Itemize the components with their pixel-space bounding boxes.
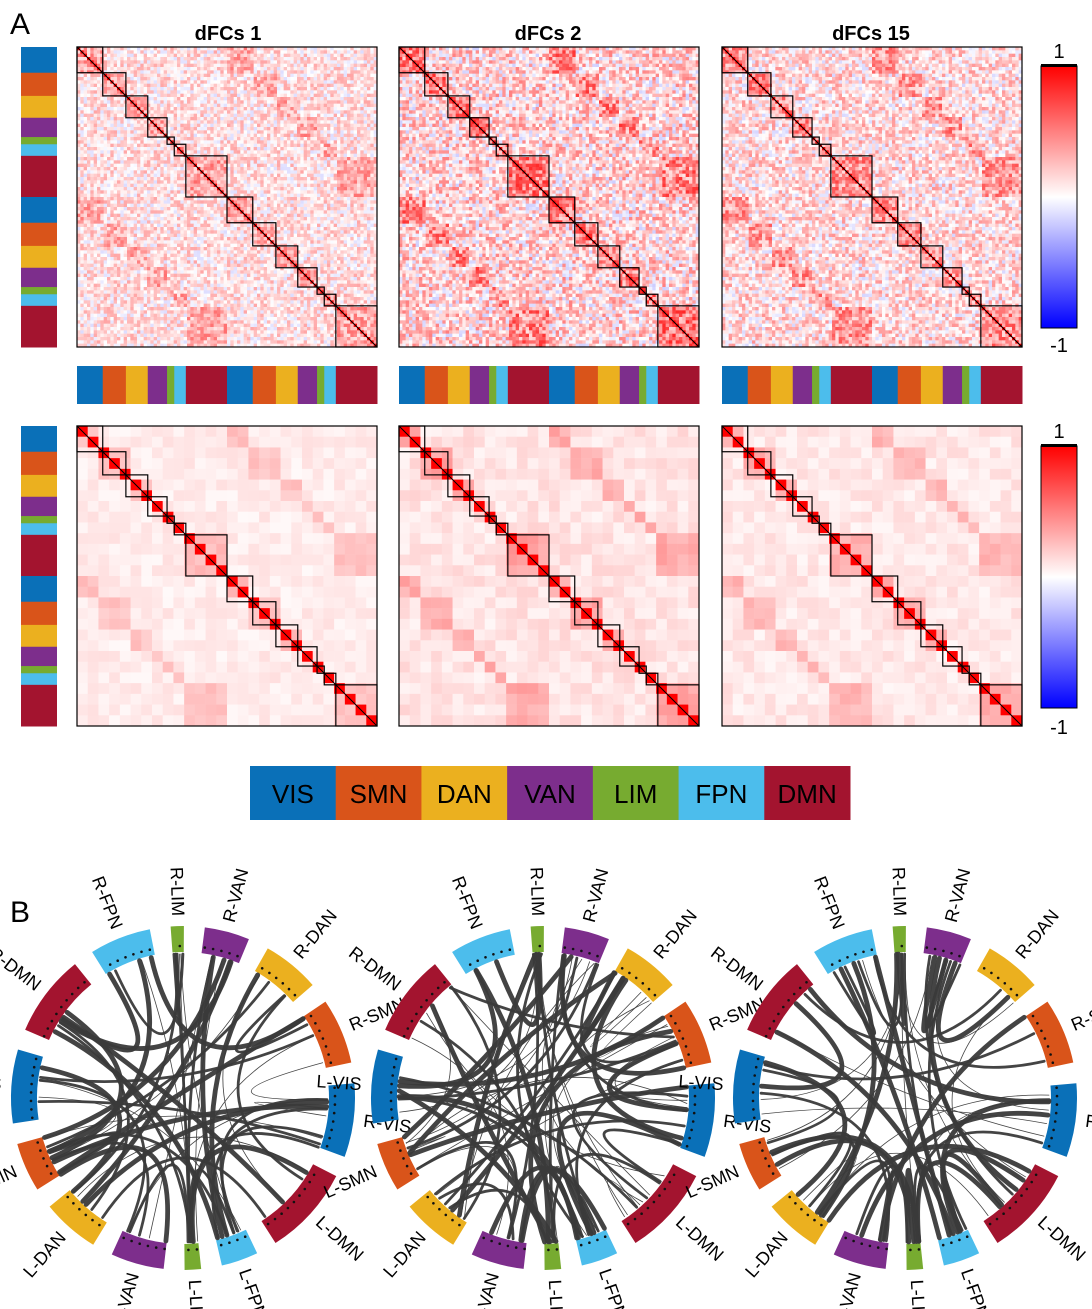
colorbar-top-max: 1 <box>1053 41 1064 63</box>
ring-label-l-dan: L-DAN <box>741 1228 792 1282</box>
ring-label-r-lim: R-LIM <box>527 867 549 917</box>
colorbar-top: 1 -1 <box>1041 41 1077 357</box>
ring-label-l-lim: L-LIM <box>907 1279 930 1309</box>
ring-label-l-van: L-VAN <box>832 1270 865 1309</box>
ring-label-l-smn: L-SMN <box>683 1161 742 1202</box>
chord-diagram-3: R-VIS R-SMN R-DAN R-VAN R-LIM R-FPN R-DMN L-VIS… <box>678 866 1092 1309</box>
ring-label-l-dan: L-DAN <box>379 1228 430 1282</box>
ring-label-r-van: R-VAN <box>219 866 252 924</box>
ring-label-r-dan: R-DAN <box>1011 906 1063 963</box>
ring-label-r-lim: R-LIM <box>889 867 911 917</box>
matrix-bottom-2 <box>399 426 699 726</box>
ring-label-l-vis: L-VIS <box>0 1071 2 1094</box>
legend-label-smn: SMN <box>350 779 408 809</box>
panel-label-a: A <box>10 8 30 41</box>
matrix-title-1: dFCs 1 <box>195 23 262 45</box>
ring-label-l-fpn: L-FPN <box>235 1266 271 1309</box>
panel-label-b: B <box>10 896 30 929</box>
ring-label-r-smn: R-SMN <box>1068 993 1092 1034</box>
ring-label-l-dmn: L-DMN <box>312 1212 368 1265</box>
ring-label-l-vis: L-VIS <box>316 1071 362 1094</box>
ring-label-l-smn: L-SMN <box>321 1161 380 1202</box>
horizontal-network-bar-3 <box>722 366 1023 404</box>
colorbar-bottom: 1 -1 <box>1041 421 1077 739</box>
horizontal-network-bar-2 <box>399 366 700 404</box>
ring-label-l-dan: L-DAN <box>19 1228 70 1282</box>
ring-label-r-fpn: R-FPN <box>810 873 849 932</box>
vertical-network-bar-bottom <box>21 426 57 727</box>
colorbar-bottom-min: -1 <box>1050 717 1068 739</box>
ring-label-l-van: L-VAN <box>110 1270 143 1309</box>
matrix-top-1 <box>77 47 377 347</box>
ring-label-r-van: R-VAN <box>579 866 612 924</box>
colorbar-top-min: -1 <box>1050 335 1068 357</box>
legend-label-dmn: DMN <box>778 779 837 809</box>
ring-label-r-van: R-VAN <box>941 866 974 924</box>
legend-label-fpn: FPN <box>695 779 747 809</box>
matrix-title-3: dFCs 15 <box>832 23 910 45</box>
matrix-top-3 <box>722 47 1022 347</box>
ring-label-l-fpn: L-FPN <box>957 1266 993 1309</box>
ring-label-r-fpn: R-FPN <box>448 873 487 932</box>
legend-label-lim: LIM <box>614 779 657 809</box>
colorbar-bottom-max: 1 <box>1053 421 1064 443</box>
network-legend: VIS SMN DAN VAN LIM FPN DMN <box>250 766 851 820</box>
ring-label-l-van: L-VAN <box>470 1270 503 1309</box>
vertical-network-bar-top <box>21 47 57 348</box>
ring-label-r-vis: R-VIS <box>1084 1111 1092 1137</box>
ring-label-l-vis: L-VIS <box>678 1071 724 1094</box>
matrix-bottom-1 <box>77 426 377 726</box>
ring-label-l-lim: L-LIM <box>185 1279 208 1309</box>
matrix-top-2 <box>399 47 699 347</box>
matrix-title-2: dFCs 2 <box>515 23 582 45</box>
ring-label-l-dmn: L-DMN <box>672 1212 728 1265</box>
ring-label-r-dan: R-DAN <box>649 906 701 963</box>
ring-label-r-fpn: R-FPN <box>88 873 127 932</box>
ring-label-l-dmn: L-DMN <box>1034 1212 1090 1265</box>
legend-label-van: VAN <box>524 779 576 809</box>
ring-label-l-smn: L-SMN <box>0 1161 20 1202</box>
legend-label-vis: VIS <box>272 779 314 809</box>
ring-label-r-dmn: R-DMN <box>707 943 767 995</box>
horizontal-network-bar-1 <box>77 366 378 404</box>
ring-label-l-lim: L-LIM <box>545 1279 568 1309</box>
ring-label-r-dan: R-DAN <box>289 906 341 963</box>
ring-label-r-dmn: R-DMN <box>345 943 405 995</box>
ring-label-r-lim: R-LIM <box>167 867 189 917</box>
matrix-bottom-3 <box>722 426 1022 726</box>
legend-label-dan: DAN <box>437 779 492 809</box>
ring-label-l-fpn: L-FPN <box>595 1266 631 1309</box>
ring-label-r-dmn: R-DMN <box>0 943 45 995</box>
